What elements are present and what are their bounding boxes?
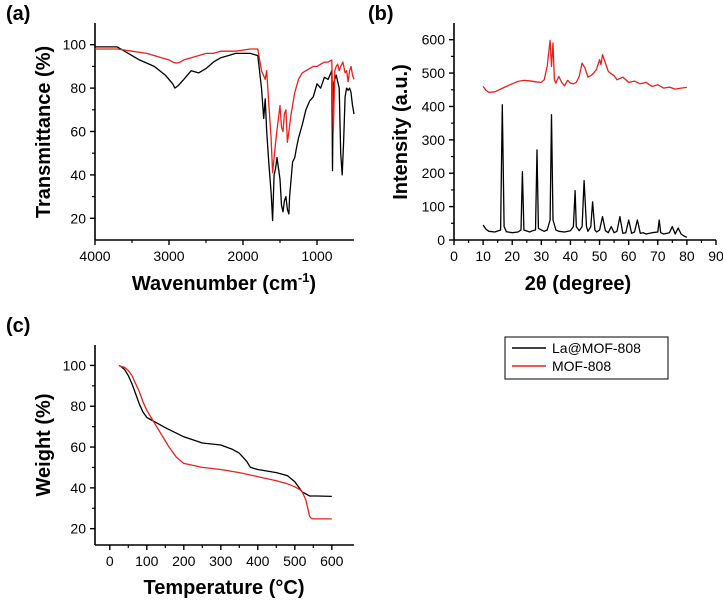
series-line-1 xyxy=(118,364,332,498)
y-tick-label: 300 xyxy=(422,132,446,148)
series-line-2 xyxy=(118,364,332,520)
legend-entry: La@MOF-808 xyxy=(552,340,641,356)
panel-label: (a) xyxy=(6,3,30,25)
x-tick-label: 100 xyxy=(135,553,159,569)
series-line-1 xyxy=(482,39,687,94)
y-tick-label: 0 xyxy=(437,232,445,248)
x-tick-label: 90 xyxy=(708,248,723,264)
x-tick-label: 60 xyxy=(621,248,637,264)
x-tick-label: 20 xyxy=(504,248,520,264)
series-line-1 xyxy=(95,46,355,222)
y-tick-label: 200 xyxy=(422,165,446,181)
x-tick-label: 50 xyxy=(592,248,608,264)
x-tick-label: 70 xyxy=(650,248,666,264)
chart-panel-2: (b) 0 10 20 30 40 50 60 70 80 90 0 100 200 300 400 500 60… xyxy=(368,3,723,295)
y-tick-label: 60 xyxy=(70,439,86,455)
y-tick-label: 80 xyxy=(70,398,86,414)
y-tick-label: 80 xyxy=(70,80,86,96)
x-tick-label: 200 xyxy=(172,553,196,569)
legend-entry: MOF-808 xyxy=(552,358,611,374)
y-tick-label: 100 xyxy=(63,37,87,53)
x-tick-label: 40 xyxy=(563,248,579,264)
chart-panel-3: (c) 0 100 200 300 400 500 600 20 40 60 80 100 Tempera… xyxy=(6,315,669,599)
y-tick-label: 100 xyxy=(422,199,446,215)
y-tick-label: 60 xyxy=(70,124,86,140)
x-tick-label: 4000 xyxy=(79,248,110,264)
x-axis-label: Wavenumber (cm-1) xyxy=(132,270,316,295)
y-tick-label: 40 xyxy=(70,480,86,496)
y-axis-label: Intensity (a.u.) xyxy=(390,64,412,200)
legend: La@MOF-808 MOF-808 xyxy=(504,336,669,380)
x-axis-label: 2θ (degree) xyxy=(525,273,631,295)
panel-label: (b) xyxy=(368,3,394,25)
y-axis-label: Weight (%) xyxy=(33,394,55,497)
x-tick-label: 0 xyxy=(450,248,458,264)
y-tick-label: 600 xyxy=(422,32,446,48)
series-line-2 xyxy=(95,48,355,174)
y-tick-label: 100 xyxy=(63,357,87,373)
x-tick-label: 0 xyxy=(106,553,114,569)
x-tick-label: 30 xyxy=(534,248,550,264)
y-axis-label: Transmittance (%) xyxy=(33,46,55,218)
x-axis-label: Temperature (°C) xyxy=(144,577,305,599)
series-line-2 xyxy=(482,104,688,238)
y-tick-label: 40 xyxy=(70,167,86,183)
x-tick-label: 3000 xyxy=(153,248,184,264)
x-tick-label: 80 xyxy=(679,248,695,264)
y-tick-label: 400 xyxy=(422,98,446,114)
y-tick-label: 20 xyxy=(70,521,86,537)
y-tick-label: 20 xyxy=(70,210,86,226)
x-tick-label: 500 xyxy=(283,553,307,569)
x-tick-label: 600 xyxy=(320,553,344,569)
x-tick-label: 2000 xyxy=(227,248,258,264)
chart-panel-1: (a) 4000 3000 2000 1000 20 40 60 80 100 Wavenumber… xyxy=(6,3,355,295)
x-tick-label: 400 xyxy=(246,553,270,569)
legend-box xyxy=(504,336,669,380)
x-tick-label: 10 xyxy=(475,248,491,264)
x-tick-label: 300 xyxy=(209,553,233,569)
x-tick-label: 1000 xyxy=(301,248,332,264)
panel-label: (c) xyxy=(6,315,30,337)
y-tick-label: 500 xyxy=(422,65,446,81)
